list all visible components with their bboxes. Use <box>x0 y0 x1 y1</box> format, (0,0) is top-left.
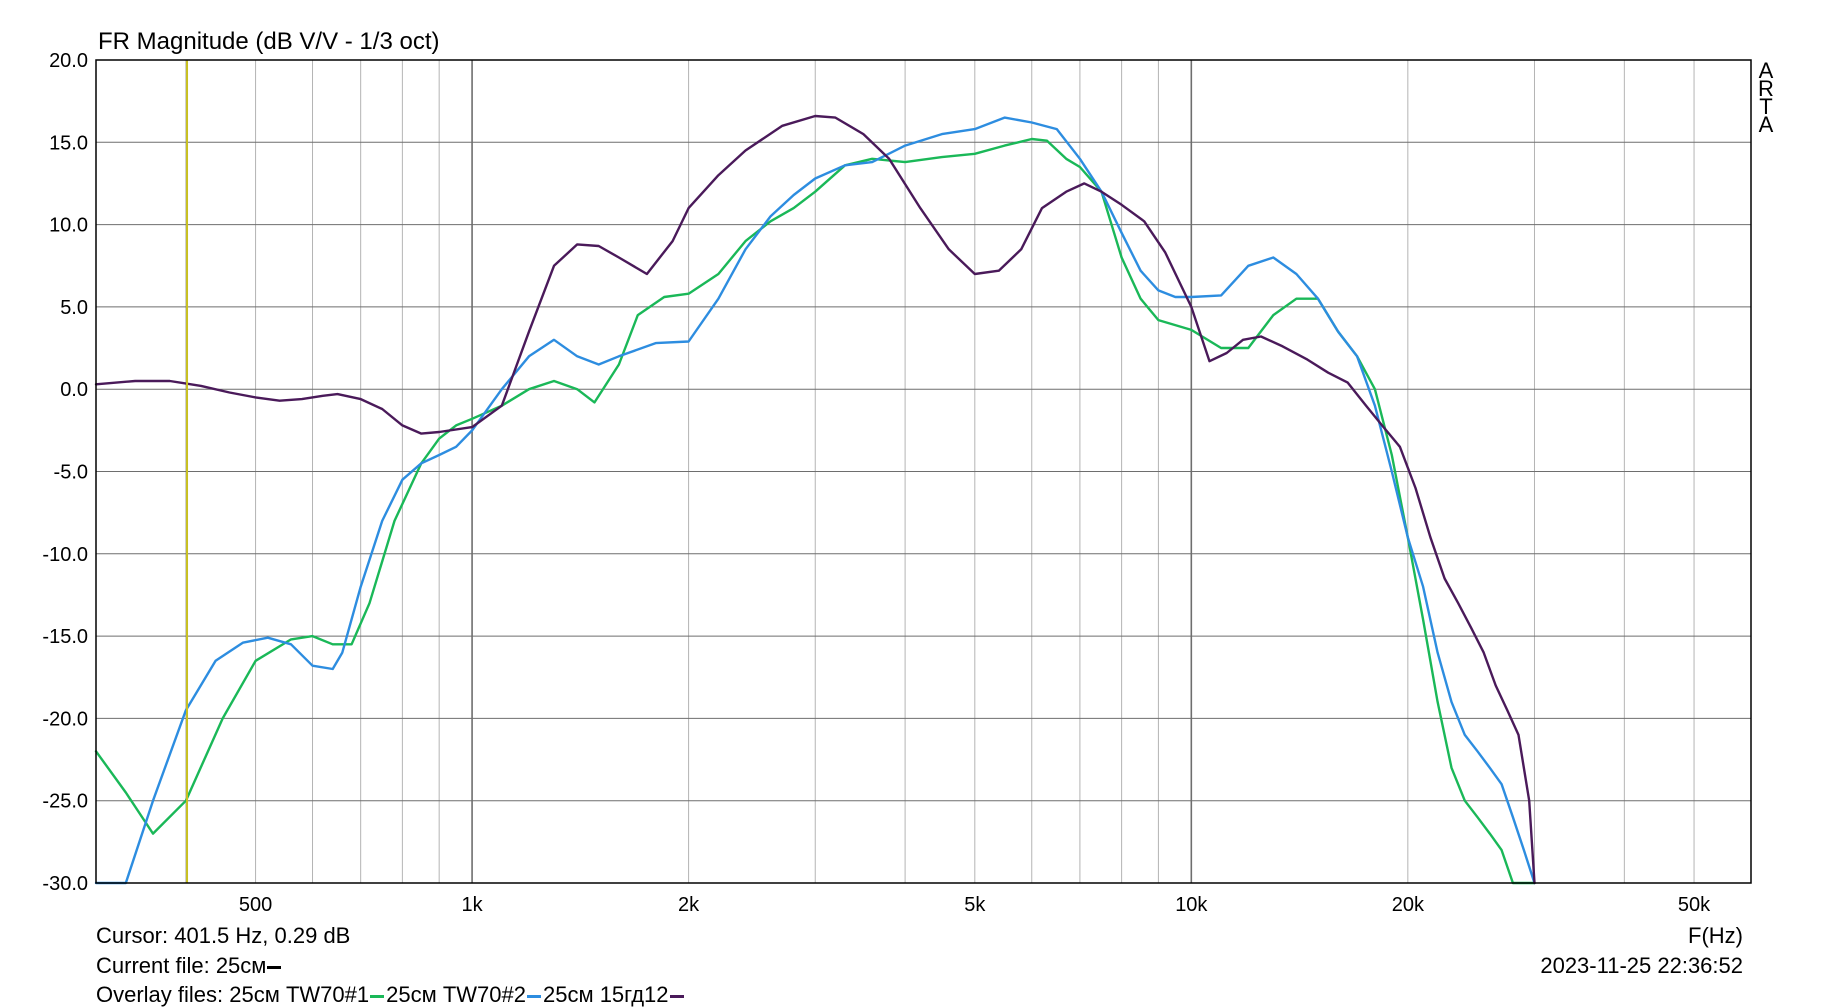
current-file-text: Current file: 25см <box>96 953 267 978</box>
x-tick-label: 20k <box>1392 894 1425 916</box>
overlay-swatch-2 <box>526 994 541 998</box>
y-tick-label: 10.0 <box>49 215 88 237</box>
overlay-swatch-1 <box>370 994 385 998</box>
overlay-prefix: Overlay files: <box>96 982 230 1007</box>
overlay-files: Overlay files: 25см TW70#1 25см TW70#2 25с… <box>96 984 686 1006</box>
y-tick-label: -10.0 <box>42 544 88 566</box>
current-file-label: Current file: 25см <box>96 955 283 977</box>
series-lines <box>94 114 1536 885</box>
brand-letter: T <box>1759 94 1773 119</box>
y-tick-label: 5.0 <box>60 297 88 319</box>
x-tick-label: 5k <box>964 894 986 916</box>
y-tick-label: -25.0 <box>42 791 88 813</box>
x-axis-ticks: 500 1k 2k 5k 10k 20k 50k <box>239 894 1711 916</box>
x-tick-label: 2k <box>678 894 700 916</box>
timestamp: 2023-11-25 22:36:52 <box>1540 953 1743 978</box>
y-tick-label: -15.0 <box>42 626 88 648</box>
overlay-item-2: 25см TW70#2 <box>386 982 526 1007</box>
arta-brand: A R T A <box>1756 58 1776 137</box>
x-tick-label: 1k <box>462 894 484 916</box>
brand-letter: A <box>1758 112 1774 137</box>
y-tick-label: 20.0 <box>49 50 88 72</box>
series-line-1 <box>94 137 1536 885</box>
y-axis-ticks: 20.0 15.0 10.0 5.0 0.0 -5.0 -10.0 -15.0 -20.0 -25… <box>42 50 88 895</box>
y-tick-label: 0.0 <box>60 379 88 401</box>
overlay-swatch-3 <box>669 994 684 998</box>
overlay-item-3: 25см 15гд12 <box>542 982 669 1007</box>
overlay-item-1: 25см TW70#1 <box>229 982 370 1007</box>
y-tick-label: -5.0 <box>54 462 88 484</box>
x-tick-label: 10k <box>1175 894 1208 916</box>
grid <box>96 59 1751 884</box>
cursor-readout: Cursor: 401.5 Hz, 0.29 dB <box>96 923 351 948</box>
current-file-swatch <box>267 965 282 969</box>
x-axis-label: F(Hz) <box>1688 923 1743 948</box>
brand-letter: A <box>1758 58 1774 83</box>
y-tick-label: -30.0 <box>42 873 88 895</box>
plot-frame <box>95 59 1752 884</box>
y-tick-label: 15.0 <box>49 132 88 154</box>
x-tick-label: 500 <box>239 894 272 916</box>
x-tick-label: 50k <box>1678 894 1711 916</box>
brand-letter: R <box>1758 76 1774 101</box>
y-tick-label: -20.0 <box>42 708 88 730</box>
chart-title: FR Magnitude (dB V/V - 1/3 oct) <box>98 28 440 55</box>
series-line-3 <box>94 114 1536 885</box>
series-line-2 <box>94 116 1536 885</box>
